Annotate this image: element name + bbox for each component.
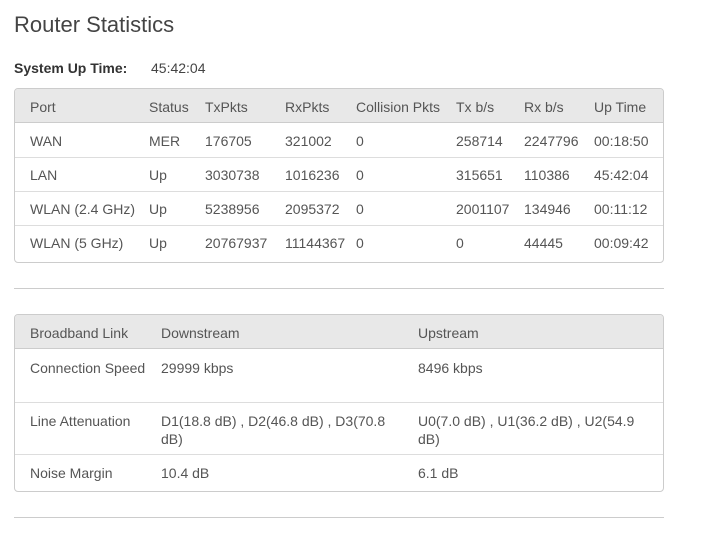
column-header: Collision Pkts [356, 99, 441, 115]
cell: 00:09:42 [594, 235, 649, 251]
cell: 10.4 dB [161, 465, 210, 481]
row-line [15, 225, 663, 226]
link-table: Broadband Link Downstream Upstream Connecti… [14, 314, 664, 492]
cell: 110386 [524, 167, 570, 183]
cell: Line Attenuation [30, 413, 131, 429]
cell: D1(18.8 dB) , D2(46.8 dB) , D3(70.8 dB) [161, 413, 386, 447]
cell: 134946 [524, 201, 571, 217]
cell: 44445 [524, 235, 563, 251]
cell: 00:11:12 [594, 201, 648, 217]
cell: 8496 kbps [418, 360, 483, 376]
cell: 0 [356, 201, 364, 217]
column-header: Tx b/s [456, 99, 495, 115]
cell: 1016236 [285, 167, 340, 183]
header-row [15, 89, 663, 123]
uptime-value: 45:42:04 [151, 60, 206, 76]
cell: 2095372 [285, 201, 340, 217]
header-row [15, 315, 663, 349]
cell: 3030738 [205, 167, 260, 183]
column-header: RxPkts [285, 99, 330, 115]
column-header: Broadband Link [30, 325, 129, 341]
cell: 321002 [285, 133, 332, 149]
cell: 20767937 [205, 235, 268, 251]
cell: LAN [30, 167, 58, 183]
column-header: Port [30, 99, 56, 115]
cell: Up [149, 235, 167, 251]
row-line [15, 157, 663, 158]
row-line [15, 191, 663, 192]
cell: WAN [30, 133, 63, 149]
cell: 29999 kbps [161, 360, 234, 376]
column-header: Rx b/s [524, 99, 564, 115]
cell: 2001107 [456, 201, 510, 217]
uptime-label: System Up Time: [14, 60, 128, 76]
divider [14, 517, 664, 518]
cell: 45:42:04 [594, 167, 649, 183]
column-header: Status [149, 99, 189, 115]
cell: 315651 [456, 167, 503, 183]
cell: 258714 [456, 133, 503, 149]
column-header: Up Time [594, 99, 647, 115]
cell: 00:18:50 [594, 133, 649, 149]
cell: Up [149, 167, 167, 183]
cell: WLAN (2.4 GHz) [30, 201, 136, 217]
cell: 11144367 [285, 235, 346, 251]
column-header: Upstream [418, 325, 479, 341]
row-line [15, 402, 663, 403]
column-header: Downstream [161, 325, 240, 341]
cell: WLAN (5 GHz) [30, 235, 124, 251]
cell: 5238956 [205, 201, 260, 217]
column-header: TxPkts [205, 99, 248, 115]
cell: U0(7.0 dB) , U1(36.2 dB) , U2(54.9 dB) [418, 413, 635, 447]
cell: 0 [356, 167, 364, 183]
port-table: Port Status TxPkts RxPkts Collision Pkts Tx b… [14, 88, 664, 263]
cell: Up [149, 201, 167, 217]
cell: MER [149, 133, 181, 149]
divider [14, 288, 664, 289]
cell: 2247796 [524, 133, 579, 149]
cell: 0 [456, 235, 464, 251]
row-line [15, 454, 663, 455]
cell: Noise Margin [30, 465, 113, 481]
cell: Connection Speed [30, 360, 146, 376]
cell: 0 [356, 133, 364, 149]
cell: 6.1 dB [418, 465, 459, 481]
cell: 176705 [205, 133, 252, 149]
cell: 0 [356, 235, 364, 251]
page-title: Router Statistics [14, 12, 175, 37]
